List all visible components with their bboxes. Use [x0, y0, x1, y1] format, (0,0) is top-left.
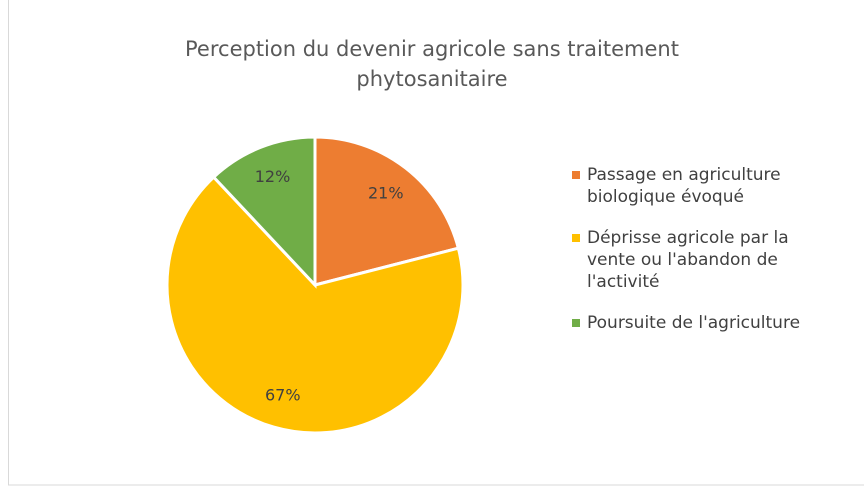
chart-title: Perception du devenir agricole sans trai…: [185, 37, 679, 91]
legend-label: Déprisse agricole par la vente ou l'aban…: [587, 228, 789, 292]
data-label: 21%: [368, 183, 404, 202]
legend-item: Passage en agriculture biologique évoqué: [572, 164, 822, 208]
legend-item: Poursuite de l'agriculture: [572, 312, 822, 334]
pie-slice: [165, 174, 465, 435]
pie-slice: [313, 135, 461, 287]
legend-swatch: [572, 234, 580, 242]
legend-label: Poursuite de l'agriculture: [587, 313, 801, 333]
pie-slice: [211, 135, 317, 289]
data-label: 67%: [265, 385, 301, 404]
legend-item: Déprisse agricole par la vente ou l'aban…: [572, 227, 822, 293]
chart-border: [8, 0, 864, 486]
legend-swatch: [572, 319, 580, 327]
legend-swatch: [572, 171, 580, 179]
legend-label: Passage en agriculture biologique évoqué: [587, 165, 781, 207]
legend: Passage en agriculture biologique évoqué…: [572, 164, 822, 353]
data-label: 12%: [255, 167, 291, 186]
